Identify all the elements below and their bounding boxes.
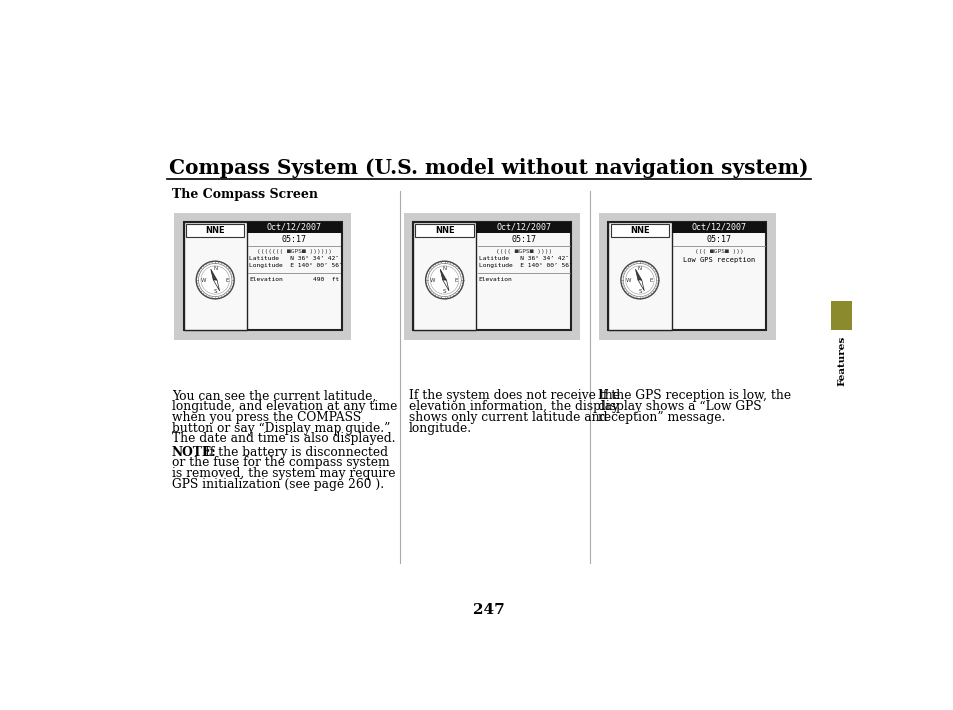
Polygon shape — [635, 269, 641, 280]
Text: when you press the COMPASS: when you press the COMPASS — [172, 411, 360, 424]
Text: Compass System (U.S. model without navigation system): Compass System (U.S. model without navig… — [169, 158, 808, 178]
Text: ((( ■GPS■ ))): ((( ■GPS■ ))) — [694, 249, 742, 254]
Bar — [186, 224, 244, 236]
Text: button or say “Display map guide.”: button or say “Display map guide.” — [172, 422, 390, 435]
Text: NNE: NNE — [205, 226, 225, 235]
Polygon shape — [213, 280, 219, 291]
Polygon shape — [638, 280, 643, 291]
Text: Oct/12/2007: Oct/12/2007 — [496, 223, 551, 231]
Bar — [415, 224, 474, 236]
Bar — [610, 224, 668, 236]
Text: 490  ft: 490 ft — [313, 277, 339, 282]
Text: display shows a “Low GPS: display shows a “Low GPS — [598, 400, 761, 413]
Text: If the GPS reception is low, the: If the GPS reception is low, the — [598, 389, 790, 403]
Text: Longitude  E 140° 00’ 56″: Longitude E 140° 00’ 56″ — [478, 263, 572, 268]
Text: Oct/12/2007: Oct/12/2007 — [691, 223, 745, 231]
Text: You can see the current latitude,: You can see the current latitude, — [172, 389, 375, 403]
Bar — [403, 212, 579, 339]
Bar — [476, 222, 571, 233]
Text: W: W — [430, 278, 436, 283]
Text: longitude.: longitude. — [409, 422, 472, 435]
Text: E: E — [455, 278, 457, 283]
Text: 05:17: 05:17 — [706, 235, 731, 244]
Text: S: S — [638, 289, 641, 294]
Bar — [413, 222, 571, 330]
Bar — [174, 212, 351, 339]
Bar — [183, 222, 247, 330]
Text: The Compass Screen: The Compass Screen — [172, 188, 317, 201]
Text: N: N — [442, 266, 446, 271]
Text: GPS initialization (see page 260 ).: GPS initialization (see page 260 ). — [172, 478, 384, 491]
Text: E: E — [649, 278, 653, 283]
Polygon shape — [211, 269, 217, 280]
Text: 247: 247 — [473, 604, 504, 617]
Text: If the battery is disconnected: If the battery is disconnected — [201, 446, 388, 459]
Text: NOTE:: NOTE: — [172, 446, 216, 459]
Text: Features: Features — [836, 336, 845, 386]
Bar — [830, 301, 852, 330]
Text: S: S — [442, 289, 446, 294]
Bar — [247, 222, 341, 233]
Text: Elevation: Elevation — [478, 277, 512, 282]
Text: The date and time is also displayed.: The date and time is also displayed. — [172, 432, 395, 445]
Polygon shape — [442, 280, 449, 291]
Text: longitude, and elevation at any time: longitude, and elevation at any time — [172, 400, 396, 413]
Bar — [183, 222, 341, 330]
Text: W: W — [625, 278, 630, 283]
Circle shape — [620, 261, 659, 299]
Bar — [413, 222, 476, 330]
Text: Latitude   N 36° 34’ 42″: Latitude N 36° 34’ 42″ — [249, 256, 338, 261]
Text: Longitude  E 140° 00’ 56″: Longitude E 140° 00’ 56″ — [249, 263, 342, 268]
Bar — [671, 222, 765, 233]
Polygon shape — [439, 269, 446, 280]
Text: elevation information, the display: elevation information, the display — [409, 400, 618, 413]
Text: 05:17: 05:17 — [281, 235, 307, 244]
Text: shows only current latitude and: shows only current latitude and — [409, 411, 607, 424]
Text: Latitude   N 36° 34’ 42″: Latitude N 36° 34’ 42″ — [478, 256, 568, 261]
Text: N: N — [638, 266, 641, 271]
Text: NNE: NNE — [435, 226, 454, 235]
Text: If the system does not receive the: If the system does not receive the — [409, 389, 619, 403]
Text: Elevation: Elevation — [249, 277, 283, 282]
Text: Oct/12/2007: Oct/12/2007 — [267, 223, 321, 231]
Text: (((( ■GPS■ )))): (((( ■GPS■ )))) — [495, 249, 551, 254]
Text: reception” message.: reception” message. — [598, 411, 725, 424]
Bar — [608, 222, 671, 330]
Text: Low GPS reception: Low GPS reception — [682, 257, 754, 263]
Bar — [608, 222, 765, 330]
Circle shape — [196, 261, 233, 299]
Text: N: N — [213, 266, 217, 271]
Bar — [598, 212, 775, 339]
Text: NNE: NNE — [629, 226, 649, 235]
Text: or the fuse for the compass system: or the fuse for the compass system — [172, 457, 389, 469]
Circle shape — [425, 261, 463, 299]
Text: E: E — [225, 278, 229, 283]
Text: W: W — [200, 278, 206, 283]
Text: S: S — [213, 289, 216, 294]
Text: ((((((( ■GPS■ )))))): ((((((( ■GPS■ )))))) — [256, 249, 332, 254]
Text: is removed, the system may require: is removed, the system may require — [172, 467, 395, 480]
Text: 05:17: 05:17 — [511, 235, 536, 244]
